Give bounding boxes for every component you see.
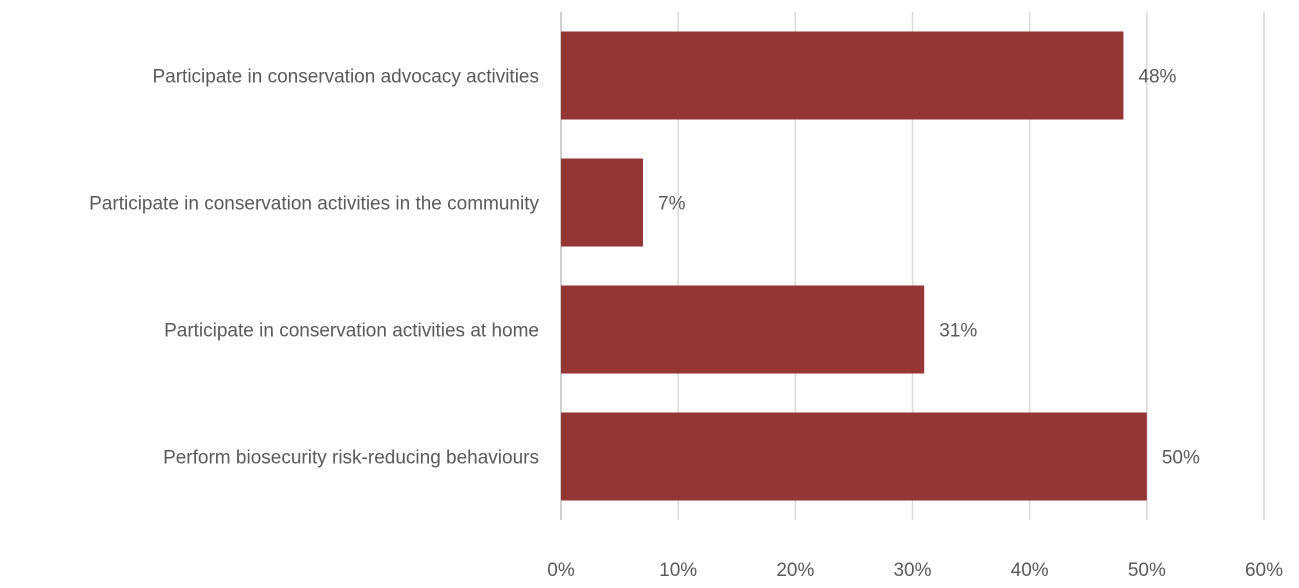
bar (561, 158, 644, 247)
x-tick-label: 50% (1128, 560, 1166, 581)
labels: 0% 10% 20% 30% 40% 50% 60% Participate in conse… (89, 67, 1283, 582)
data-label: 50% (1162, 448, 1200, 469)
x-tick-label: 30% (893, 560, 931, 581)
category-label: Perform biosecurity risk-reducing behavi… (163, 448, 539, 469)
x-tick-label: 20% (776, 560, 814, 581)
bar (561, 31, 1124, 120)
data-label: 31% (939, 321, 977, 342)
bar (561, 412, 1147, 501)
data-label: 7% (658, 194, 686, 215)
category-label: Participate in conservation activities i… (89, 194, 539, 215)
bar (561, 285, 925, 374)
category-label: Participate in conservation activities a… (164, 321, 539, 342)
data-label: 48% (1138, 67, 1176, 88)
bars (561, 31, 1147, 501)
x-tick-label: 60% (1245, 560, 1283, 581)
x-tick-label: 10% (659, 560, 697, 581)
category-label: Participate in conservation advocacy act… (152, 67, 539, 88)
x-tick-label: 40% (1011, 560, 1049, 581)
x-tick-label: 0% (547, 560, 575, 581)
